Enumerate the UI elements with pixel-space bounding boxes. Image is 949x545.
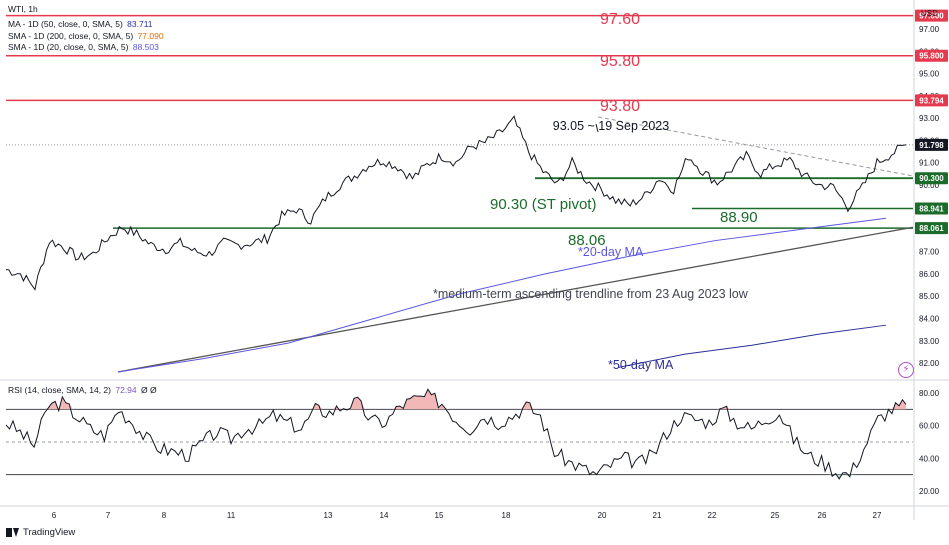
rsi-axis-tick: 80.00 xyxy=(919,389,940,398)
lightning-icon[interactable]: ⚡ xyxy=(898,362,914,378)
symbol-title: WTI, 1h xyxy=(8,4,38,14)
indicator-value: 88.503 xyxy=(132,42,159,52)
annotation-resistance: 93.80 xyxy=(600,98,640,115)
price-tag-label: 91.798 xyxy=(919,141,944,150)
price-tag-label: 90.300 xyxy=(919,174,944,183)
rsi-value: 72.94 xyxy=(115,385,137,395)
price-tag-box xyxy=(915,94,948,107)
price-tag-box xyxy=(915,222,948,235)
time-axis-tick: 26 xyxy=(818,511,827,520)
symbol-label: WTI, 1h xyxy=(8,4,38,14)
price-tag-box xyxy=(915,49,948,62)
price-axis-tick: 83.00 xyxy=(919,337,940,346)
ma20-line xyxy=(117,217,887,373)
indicator-value: 83.711 xyxy=(127,19,153,29)
price-tag-label: 93.794 xyxy=(919,96,944,105)
time-axis-tick: 25 xyxy=(771,511,780,520)
annotation-resistance: 95.80 xyxy=(600,53,640,70)
time-axis-tick: 11 xyxy=(227,511,236,520)
time-axis-tick: 6 xyxy=(52,511,57,520)
rsi-axis-tick: 20.00 xyxy=(919,487,940,496)
rsi-line xyxy=(5,388,907,480)
price-tag-box xyxy=(915,172,948,185)
price-axis-tick: 95.00 xyxy=(919,70,940,79)
indicator-label: MA - 1D (50, close, 0, SMA, 5) xyxy=(8,19,123,29)
annotation-support: 88.90 xyxy=(720,209,758,226)
indicator-legend-ma200[interactable]: SMA - 1D (200, close, 0, SMA, 5) 77.090 xyxy=(8,31,164,41)
indicator-label: SMA - 1D (20, close, 0, SMA, 5) xyxy=(8,42,129,52)
price-axis-tick: 93.00 xyxy=(919,114,940,123)
rsi-axis-tick: 40.00 xyxy=(919,454,940,463)
price-tag-label: 88.061 xyxy=(919,224,944,233)
tradingview-logo-text: TradingView xyxy=(23,527,76,538)
price-axis-tick: 87.00 xyxy=(919,248,940,257)
annotation-ma50: *50-day MA xyxy=(608,358,674,372)
indicator-value: 77.090 xyxy=(137,31,164,41)
annotation-peak: 93.05 ~ 19 Sep 2023 xyxy=(553,119,669,133)
time-axis-tick: 18 xyxy=(502,511,511,520)
annotation-trendline: *medium-term ascending trendline from 23… xyxy=(433,287,749,301)
price-axis-tick: 82.00 xyxy=(919,359,940,368)
indicator-label: SMA - 1D (200, close, 0, SMA, 5) xyxy=(8,31,134,41)
annotation-support: 88.06 xyxy=(568,232,606,249)
price-line xyxy=(5,115,907,291)
annotation-resistance: 97.60 xyxy=(600,11,640,28)
price-tag-label: 88.941 xyxy=(919,204,944,213)
tradingview-logo-icon xyxy=(6,528,20,537)
rsi-axis-tick: 60.00 xyxy=(919,422,940,431)
price-axis-tick: 85.00 xyxy=(919,292,940,301)
time-axis-tick: 13 xyxy=(324,511,333,520)
descending-trendline xyxy=(597,116,914,177)
ma50-line xyxy=(617,324,887,368)
time-axis-tick: 27 xyxy=(873,511,882,520)
indicator-legend-ma20[interactable]: SMA - 1D (20, close, 0, SMA, 5) 88.503 xyxy=(8,42,159,52)
price-tag-box xyxy=(915,138,948,151)
peak-marker xyxy=(595,123,599,133)
time-axis-tick: 15 xyxy=(435,511,444,520)
annotation-support: 90.30 (ST pivot) xyxy=(490,196,596,213)
currency-label: USD xyxy=(921,9,938,18)
price-tag-box xyxy=(915,9,948,22)
ascending-trendline xyxy=(117,226,914,373)
price-axis-tick: 97.00 xyxy=(919,25,940,34)
price-axis-tick: 91.00 xyxy=(919,159,940,168)
annotation-ma20: *20-day MA xyxy=(578,245,644,259)
price-tag-label: 95.800 xyxy=(919,52,944,61)
price-axis-tick: 90.00 xyxy=(919,181,940,190)
price-tag-label: 97.600 xyxy=(919,12,944,21)
price-axis-tick: 84.00 xyxy=(919,315,940,324)
price-axis-tick: 86.00 xyxy=(919,270,940,279)
time-axis-tick: 20 xyxy=(598,511,607,520)
indicator-legend-ma50[interactable]: MA - 1D (50, close, 0, SMA, 5) 83.711 xyxy=(8,19,153,29)
price-tag-box xyxy=(915,202,948,215)
rsi-oversold-fill xyxy=(6,474,906,479)
rsi-legend[interactable]: RSI (14, close, SMA, 14, 2) 72.94 Ø Ø xyxy=(8,385,157,395)
time-axis-tick: 7 xyxy=(106,511,111,520)
rsi-label: RSI (14, close, SMA, 14, 2) xyxy=(8,385,111,395)
tradingview-logo[interactable]: TradingView xyxy=(6,527,75,538)
time-axis-tick: 8 xyxy=(162,511,167,520)
time-axis-tick: 21 xyxy=(653,511,662,520)
rsi-extra: Ø Ø xyxy=(141,385,157,395)
time-axis-tick: 14 xyxy=(380,511,389,520)
time-axis-tick: 22 xyxy=(708,511,717,520)
